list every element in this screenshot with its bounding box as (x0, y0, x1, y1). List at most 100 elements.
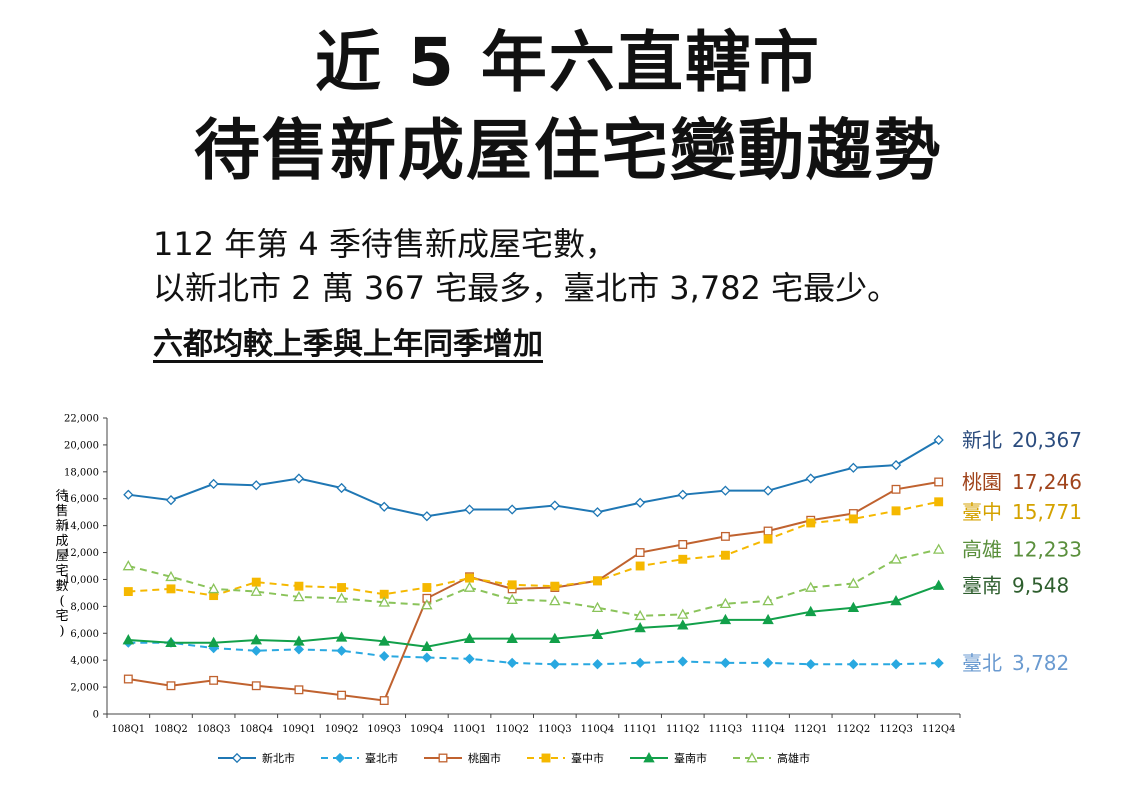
y-tick-label: 10,000 (64, 575, 99, 586)
summary-line2: 以新北市 2 萬 367 宅最多，臺北市 3,782 宅最少。 (153, 269, 900, 307)
data-point (848, 462, 859, 473)
data-point (507, 580, 517, 590)
data-point (506, 593, 518, 604)
legend-label: 桃園市 (468, 751, 501, 765)
data-point (550, 581, 560, 591)
chart-legend: 新北市 臺北市 桃園市 臺中市 臺南市 高雄市 (218, 751, 810, 765)
x-tick-label: 111Q4 (751, 724, 785, 735)
data-point (379, 651, 390, 662)
data-point (805, 659, 816, 670)
series-line (128, 548, 939, 617)
legend-label: 高雄市 (777, 751, 810, 765)
end-label: 高雄 12,233 (962, 537, 1082, 561)
data-point (720, 550, 730, 560)
legend-item: 新北市 (218, 751, 295, 765)
summary-line1: 112 年第 4 季待售新成屋宅數， (153, 225, 617, 263)
chart-axes: 0 2,000 4,000 6,000 8,000 10,000 12,000 14,000 1… (55, 414, 961, 735)
data-point (379, 696, 389, 705)
data-point (593, 576, 602, 586)
data-point (207, 582, 220, 594)
data-point (209, 675, 219, 685)
data-point (592, 659, 603, 670)
y-tick-label: 18,000 (64, 467, 99, 478)
data-point (848, 659, 859, 670)
series-新北市 (123, 434, 944, 522)
x-tick-label: 109Q3 (367, 724, 401, 735)
data-point (122, 634, 135, 645)
data-point (337, 583, 347, 592)
series-line (128, 584, 940, 648)
x-tick-label: 112Q3 (879, 724, 913, 735)
x-tick-label: 110Q3 (538, 724, 572, 735)
legend-label: 臺南市 (674, 751, 707, 765)
data-point (293, 591, 305, 602)
end-label: 新北 20,367 (962, 428, 1082, 452)
page-title-line1: 近 5 年六直轄市 (315, 24, 821, 101)
data-point (165, 570, 177, 582)
data-point (635, 497, 646, 508)
data-point (720, 531, 730, 541)
data-point (763, 526, 773, 536)
data-point (421, 511, 432, 522)
data-point (294, 685, 304, 695)
series-臺南市 (122, 579, 945, 652)
data-point (165, 494, 177, 506)
data-point (507, 657, 518, 668)
data-point (719, 597, 732, 609)
data-point (890, 659, 902, 670)
legend-item: 高雄市 (733, 751, 810, 765)
data-point (635, 657, 646, 668)
data-point (592, 507, 603, 518)
legend-item: 臺南市 (630, 751, 707, 765)
data-point (336, 645, 347, 656)
data-point (421, 640, 433, 652)
data-point (890, 595, 902, 606)
data-point (677, 619, 689, 630)
y-tick-label: 8,000 (70, 602, 99, 613)
data-point (293, 644, 305, 655)
series-高雄市 (122, 543, 945, 621)
data-point (634, 621, 646, 633)
data-point (122, 560, 135, 571)
legend-item: 桃園市 (424, 751, 501, 765)
end-label: 臺北 3,782 (962, 651, 1069, 675)
data-point (251, 577, 261, 587)
data-point (378, 635, 390, 646)
data-point (123, 489, 134, 500)
data-point (463, 581, 476, 592)
data-point (678, 540, 688, 549)
data-point (591, 601, 604, 613)
data-point (337, 690, 347, 700)
series-line (128, 500, 939, 597)
page-title-line2: 待售新成屋住宅變動趨勢 (194, 112, 942, 189)
data-point (762, 613, 774, 625)
y-tick-label: 12,000 (64, 548, 99, 559)
x-tick-label: 110Q4 (581, 724, 615, 735)
data-point (421, 652, 432, 663)
x-tick-label: 108Q4 (239, 724, 273, 735)
series-臺中市 (123, 497, 944, 601)
legend-marker (334, 752, 346, 764)
data-point (465, 573, 474, 583)
legend-marker (231, 752, 243, 764)
series-line (128, 480, 939, 702)
y-tick-label: 4,000 (70, 656, 99, 667)
data-point (806, 518, 816, 528)
data-point (250, 585, 262, 596)
data-point (635, 548, 645, 557)
data-point (166, 681, 176, 691)
data-point (507, 504, 518, 515)
data-point (165, 636, 177, 648)
y-tick-label: 14,000 (64, 521, 99, 532)
data-point (336, 482, 347, 494)
series-line (128, 641, 939, 666)
data-point (166, 584, 176, 594)
data-point (549, 595, 561, 606)
summary-highlight: 六都均較上季與上年同季增加 (153, 327, 543, 362)
data-point (805, 581, 817, 592)
data-point (335, 631, 348, 642)
x-tick-label: 112Q2 (837, 724, 871, 735)
data-point (933, 434, 944, 446)
data-point (549, 500, 560, 511)
legend-label: 臺北市 (365, 751, 398, 765)
